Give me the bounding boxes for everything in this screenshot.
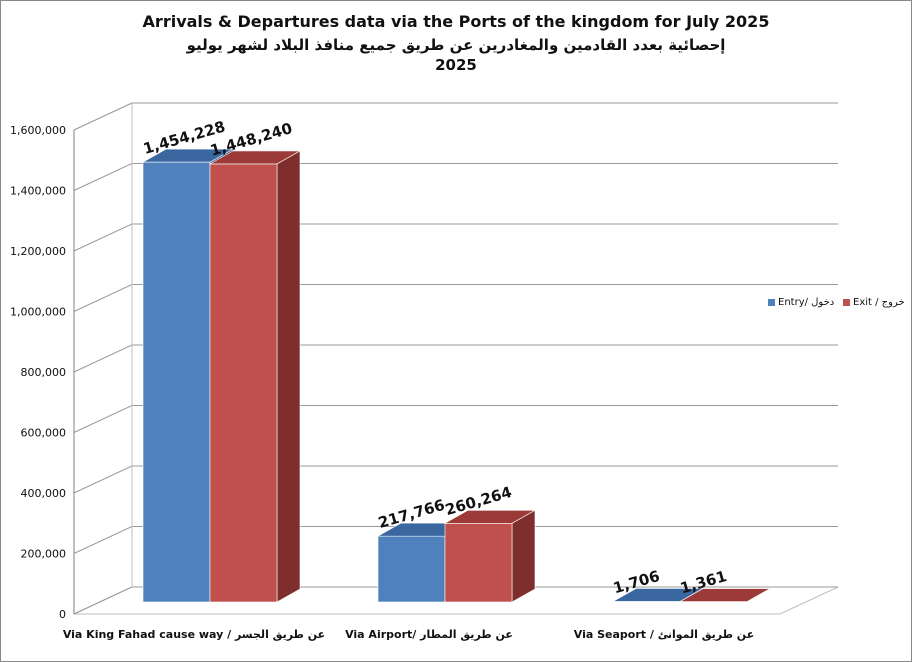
gridline-side [73, 102, 133, 131]
bar-top [443, 509, 537, 524]
legend-label-exit: Exit / خروج [853, 297, 905, 308]
gridline-side [73, 284, 133, 312]
y-tick-label: 1,600,000 [10, 124, 66, 137]
bar [444, 522, 513, 603]
gridline-side [73, 465, 133, 494]
bar-side [511, 509, 536, 603]
gridline-side [73, 344, 133, 373]
category-label: Via Airport/ عن طريق المطار [345, 628, 513, 641]
bar-top [208, 150, 302, 165]
y-tick-label: 400,000 [21, 487, 67, 500]
bar-top [141, 148, 235, 163]
y-tick-label: 1,000,000 [10, 306, 66, 319]
chart-title: Arrivals & Departures data via the Ports… [142, 12, 770, 31]
chart-subtitle-arabic: إحصائية بعدد القادمين والمغادرين عن طريق… [186, 36, 726, 54]
legend-label-entry: Entry/ دخول [778, 297, 835, 308]
gridline-side [73, 163, 133, 191]
gridline-side [73, 526, 133, 554]
y-tick-label: 200,000 [21, 548, 67, 561]
bar [142, 161, 211, 603]
y-tick-label: 0 [59, 608, 66, 621]
gridline-side [73, 405, 133, 433]
y-tick-label: 1,400,000 [10, 185, 66, 198]
legend-exit: Exit / خروج [843, 297, 905, 308]
bar-top [678, 588, 772, 602]
gridline-side [73, 223, 133, 252]
bar [377, 535, 446, 603]
bar-side [276, 150, 301, 603]
category-label: Via Seaport / عن طريق الموانئ [574, 628, 754, 641]
legend-entry: Entry/ دخول [768, 297, 834, 308]
bar [209, 163, 278, 603]
y-tick-label: 600,000 [21, 427, 67, 440]
gridline-side [73, 586, 133, 615]
legend-swatch-entry [768, 298, 775, 306]
y-tick-label: 1,200,000 [10, 245, 66, 258]
legend-swatch-exit [843, 298, 850, 306]
chart-subtitle-year: 2025 [435, 56, 477, 74]
y-tick-label: 800,000 [21, 366, 67, 379]
category-label: Via King Fahad cause way / عن طريق الجسر [63, 628, 325, 641]
